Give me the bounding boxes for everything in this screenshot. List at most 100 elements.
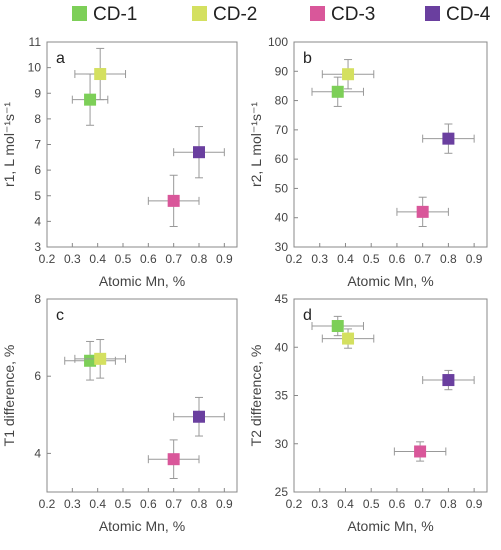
data-point-cd-2 — [74, 47, 127, 101]
plot-frame — [293, 41, 488, 248]
x-tick-label: 0.4 — [337, 497, 354, 511]
x-tick-label: 0.2 — [286, 252, 303, 266]
x-tick-label: 0.2 — [286, 497, 303, 511]
y-tick-label: 40 — [275, 211, 289, 225]
marker-cd-3 — [167, 453, 180, 466]
marker-cd-2 — [342, 332, 355, 345]
data-point-cd-2 — [321, 328, 375, 349]
x-tick-label: 0.6 — [389, 497, 406, 511]
y-tick-label: 4 — [34, 446, 41, 460]
y-tick-label: 3 — [34, 240, 41, 254]
x-axis-label: Atomic Mn, % — [347, 273, 433, 289]
legend-swatch-cd-2 — [192, 6, 207, 21]
y-tick-label: 7 — [34, 138, 41, 152]
x-tick-label: 0.3 — [311, 497, 328, 511]
y-tick-label: 9 — [34, 86, 41, 100]
data-point-cd-3 — [393, 441, 447, 462]
legend-swatch-cd-4 — [425, 6, 440, 21]
data-point-cd-2 — [74, 339, 127, 379]
marker-cd-1 — [84, 354, 97, 367]
y-axis-label: r2, L mol⁻¹s⁻¹ — [248, 102, 264, 187]
y-tick-label: 35 — [275, 389, 289, 403]
x-tick-label: 0.9 — [466, 497, 483, 511]
y-tick-label: 8 — [34, 292, 41, 306]
marker-cd-2 — [342, 68, 355, 81]
data-point-cd-1 — [311, 76, 364, 107]
y-tick-label: 70 — [275, 123, 289, 137]
y-axis-label: T2 difference, % — [248, 345, 264, 447]
panel-c: c 0.2 0.3 0.4 0.5 0.6 0.7 0.8 0.9 4 6 8 Atomic Mn, %… — [1, 292, 238, 534]
data-point-cd-1 — [64, 340, 116, 381]
x-tick-label: 0.6 — [389, 252, 406, 266]
marker-cd-3 — [416, 205, 429, 218]
marker-cd-4 — [193, 146, 205, 159]
y-tick-label: 10 — [28, 61, 42, 75]
marker-cd-1 — [331, 320, 344, 333]
data-point-cd-4 — [422, 369, 475, 391]
x-axis-label: Atomic Mn, % — [347, 518, 433, 534]
data-point-cd-3 — [147, 439, 200, 479]
panels: a0.2 0.3 0.4 0.5 0.6 0.7 0.8 0.934567891011Atom… — [1, 35, 488, 534]
marker-cd-2 — [94, 352, 107, 365]
data-point-cd-4 — [173, 396, 225, 437]
data-point-cd-1 — [311, 315, 364, 337]
y-tick-label: 30 — [275, 240, 289, 254]
y-tick-label: 25 — [275, 485, 289, 499]
y-tick-label: 45 — [275, 292, 289, 306]
data-point-cd-3 — [147, 174, 200, 227]
x-tick-label: 0.7 — [165, 252, 182, 266]
x-tick-label: 0.8 — [440, 497, 457, 511]
marker-cd-1 — [84, 93, 97, 106]
x-tick-label: 0.3 — [64, 252, 81, 266]
x-tick-label: 0.8 — [191, 497, 208, 511]
x-tick-label: 0.2 — [39, 252, 56, 266]
panel-letter: c — [56, 307, 64, 324]
x-tick-label: 0.3 — [64, 497, 81, 511]
x-tick-label: 0.7 — [414, 497, 431, 511]
marker-cd-4 — [442, 374, 455, 387]
x-tick-label: 0.9 — [466, 252, 483, 266]
panel-letter: a — [56, 50, 65, 67]
y-tick-label: 6 — [34, 163, 41, 177]
y-axis-label: r1, L mol⁻¹s⁻¹ — [1, 102, 17, 187]
y-tick-label: 100 — [268, 35, 288, 49]
legend-swatch-cd-3 — [310, 6, 325, 21]
panel-letter: d — [303, 307, 312, 324]
legend-label-cd-2: CD-2 — [213, 4, 257, 25]
y-tick-label: 60 — [275, 152, 289, 166]
x-tick-label: 0.4 — [337, 252, 354, 266]
y-tick-label: 6 — [34, 369, 41, 383]
marker-cd-2 — [94, 68, 107, 81]
x-tick-label: 0.7 — [414, 252, 431, 266]
y-tick-label: 80 — [275, 94, 289, 108]
marker-cd-3 — [414, 445, 427, 458]
x-tick-label: 0.7 — [165, 497, 182, 511]
panel-letter: b — [303, 50, 312, 67]
plot-frame — [293, 298, 488, 493]
x-tick-label: 0.9 — [216, 497, 233, 511]
y-tick-label: 50 — [275, 181, 289, 195]
plot-frame — [46, 41, 238, 248]
y-tick-label: 4 — [34, 214, 41, 228]
x-tick-label: 0.3 — [311, 252, 328, 266]
y-tick-label: 90 — [275, 64, 289, 78]
legend-label-cd-1: CD-1 — [93, 4, 137, 25]
data-point-cd-3 — [396, 196, 449, 227]
y-tick-label: 8 — [34, 112, 41, 126]
marker-cd-4 — [442, 132, 455, 145]
data-point-cd-4 — [173, 126, 225, 179]
marker-cd-4 — [193, 410, 205, 423]
marker-cd-3 — [167, 194, 180, 207]
panel-b: b 0.2 0.3 0.4 0.5 0.6 0.7 0.8 0.9 30 40 50 60 70 80 90 1… — [248, 35, 488, 289]
legend-label-cd-4: CD-4 — [446, 4, 491, 25]
legend-swatch-cd-1 — [72, 6, 87, 21]
x-tick-label: 0.6 — [140, 252, 157, 266]
x-tick-label: 0.9 — [216, 252, 233, 266]
data-point-cd-4 — [422, 123, 475, 154]
x-tick-label: 0.5 — [363, 252, 380, 266]
y-tick-label: 30 — [275, 437, 289, 451]
x-tick-label: 0.8 — [440, 252, 457, 266]
legend-label-cd-3: CD-3 — [331, 4, 375, 25]
x-axis-label: Atomic Mn, % — [99, 273, 185, 289]
